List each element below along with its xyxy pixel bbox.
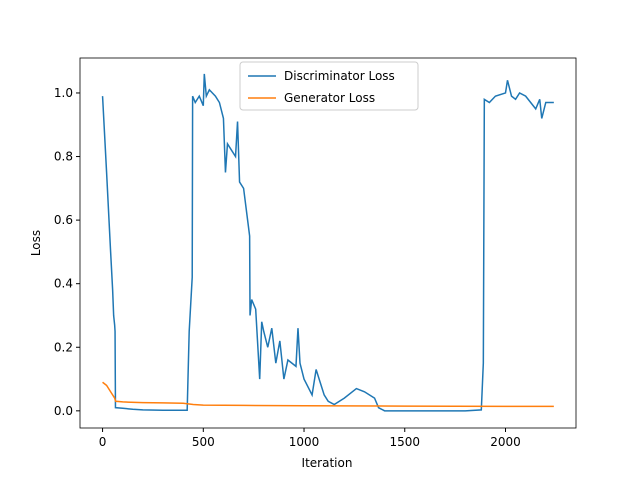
y-tick-label: 0.8 — [54, 150, 73, 164]
y-tick-label: 0.0 — [54, 404, 73, 418]
line — [102, 381, 554, 408]
x-tick-label: 1500 — [389, 435, 420, 449]
x-tick-label: 0 — [99, 435, 107, 449]
legend-label: Discriminator Loss — [284, 69, 395, 83]
line — [101, 73, 554, 412]
y-tick-label: 0.2 — [54, 340, 73, 354]
x-axis-label: Iteration — [302, 456, 353, 470]
y-tick-label: 1.0 — [54, 86, 73, 100]
x-tick-label: 500 — [192, 435, 215, 449]
legend-label: Generator Loss — [284, 91, 375, 105]
legend-box — [239, 61, 419, 111]
y-tick-label: 0.4 — [54, 277, 73, 291]
y-axis-label: Loss — [29, 230, 43, 256]
x-tick-label: 1000 — [289, 435, 320, 449]
y-tick-label: 0.6 — [54, 213, 73, 227]
plot-frame — [79, 57, 577, 429]
x-tick-label: 2000 — [490, 435, 521, 449]
